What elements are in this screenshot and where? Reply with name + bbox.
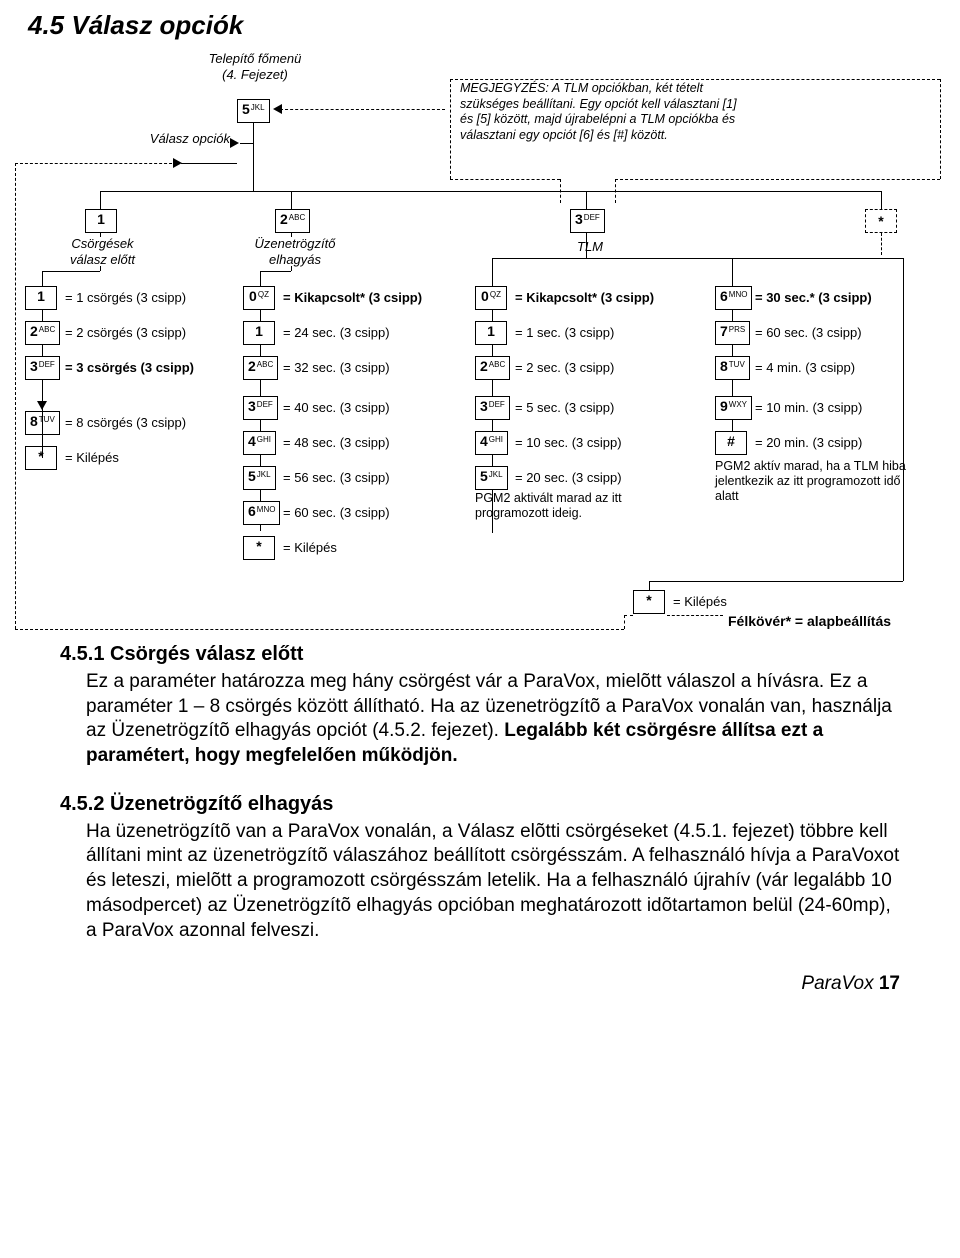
- opt-label: = 4 min. (3 csipp): [755, 360, 855, 375]
- page-title: 4.5 Válasz opciók: [28, 10, 960, 41]
- opt-label: = Kikapcsolt* (3 csipp): [515, 290, 654, 305]
- opt-label: = 48 sec. (3 csipp): [283, 435, 390, 450]
- menu-key-5: 5JKL: [237, 99, 270, 123]
- arrow-icon: [230, 138, 239, 148]
- branch-1: 1: [85, 209, 117, 233]
- opt-label: = 40 sec. (3 csipp): [283, 400, 390, 415]
- opt-label: = 1 csörgés (3 csipp): [65, 290, 186, 305]
- key-digit: 5: [242, 101, 250, 117]
- opt-key: *: [243, 536, 275, 560]
- opt-key: 6MNO: [715, 286, 752, 310]
- opt-key: 1: [243, 321, 275, 345]
- exit-key: *: [633, 590, 665, 614]
- section-451-body: Ez a paraméter határozza meg hány csörgé…: [86, 670, 900, 769]
- opt-key: 8TUV: [715, 356, 750, 380]
- opt-label: = 60 sec. (3 csipp): [755, 325, 862, 340]
- opt-label: = Kilépés: [65, 450, 119, 465]
- opt-key: 5JKL: [243, 466, 276, 490]
- opt-label: = 2 csörgés (3 csipp): [65, 325, 186, 340]
- opt-key: 0QZ: [243, 286, 275, 310]
- opt-key: 2ABC: [25, 321, 60, 345]
- opt-label: = 56 sec. (3 csipp): [283, 470, 390, 485]
- col4-note: PGM2 aktív marad, ha a TLM hiba jelentke…: [715, 459, 915, 504]
- opt-key: 3DEF: [243, 396, 278, 420]
- opt-label: = 10 sec. (3 csipp): [515, 435, 622, 450]
- opt-label: = 3 csörgés (3 csipp): [65, 360, 194, 375]
- key-sup: JKL: [251, 103, 265, 112]
- section-452-title: 4.5.2 Üzenetrögzítő elhagyás: [60, 793, 960, 816]
- opt-key: 3DEF: [475, 396, 510, 420]
- tlm-note: MEGJEGYZÉS: A TLM opciókban, két tételt …: [460, 81, 750, 144]
- opt-label: = 20 sec. (3 csipp): [515, 470, 622, 485]
- opt-key: 1: [475, 321, 507, 345]
- opt-label: = Kikapcsolt* (3 csipp): [283, 290, 422, 305]
- opt-key: 2ABC: [243, 356, 278, 380]
- opt-key: 1: [25, 286, 57, 310]
- branch-star: *: [865, 209, 897, 233]
- opt-label: = 32 sec. (3 csipp): [283, 360, 390, 375]
- branch-3-label: TLM: [555, 239, 625, 255]
- opt-key: 9WXY: [715, 396, 752, 420]
- col3-note: PGM2 aktivált marad az itt programozott …: [475, 491, 655, 521]
- opt-key: 2ABC: [475, 356, 510, 380]
- branch-2: 2ABC: [275, 209, 310, 233]
- opt-key: 6MNO: [243, 501, 280, 525]
- opt-key: 7PRS: [715, 321, 750, 345]
- opt-label: = 30 sec.* (3 csipp): [755, 290, 872, 305]
- default-note: Félkövér* = alapbeállítás: [728, 613, 891, 629]
- opt-key: 4GHI: [243, 431, 276, 455]
- opt-label: = 2 sec. (3 csipp): [515, 360, 614, 375]
- opt-label: = Kilépés: [283, 540, 337, 555]
- opt-label: = 20 min. (3 csipp): [755, 435, 862, 450]
- opt-label: = 24 sec. (3 csipp): [283, 325, 390, 340]
- branch-1-label: Csörgések válasz előtt: [55, 236, 150, 267]
- opt-label: = 5 sec. (3 csipp): [515, 400, 614, 415]
- exit-label: = Kilépés: [673, 594, 727, 609]
- section-452-body: Ha üzenetrögzítõ van a ParaVox vonalán, …: [86, 820, 900, 943]
- section-451-title: 4.5.1 Csörgés válasz előtt: [60, 643, 960, 666]
- opt-key: *: [25, 446, 57, 470]
- branch-3: 3DEF: [570, 209, 605, 233]
- page-footer: ParaVox 17: [0, 973, 900, 995]
- opt-key: 0QZ: [475, 286, 507, 310]
- opt-label: = 10 min. (3 csipp): [755, 400, 862, 415]
- opt-key: 5JKL: [475, 466, 508, 490]
- root-label: Telepítő főmenü (4. Fejezet): [185, 51, 325, 82]
- opt-key: 3DEF: [25, 356, 60, 380]
- opt-key: #: [715, 431, 747, 455]
- opt-label: = 8 csörgés (3 csipp): [65, 415, 186, 430]
- opt-label: = 60 sec. (3 csipp): [283, 505, 390, 520]
- branch-2-label: Üzenetrögzítő elhagyás: [240, 236, 350, 267]
- menu-diagram: Telepítő főmenü (4. Fejezet) 5JKL Válasz…: [15, 51, 945, 631]
- opt-key: 4GHI: [475, 431, 508, 455]
- menu-label: Válasz opciók: [140, 131, 230, 147]
- arrow-icon: [273, 104, 282, 114]
- opt-label: = 1 sec. (3 csipp): [515, 325, 614, 340]
